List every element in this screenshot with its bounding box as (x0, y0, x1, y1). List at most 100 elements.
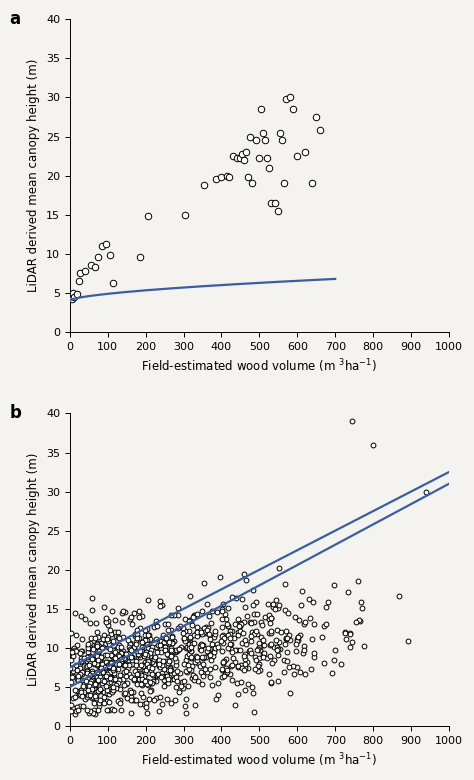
Point (155, 658, 163, 671)
Point (252, 654, 259, 666)
Point (212, 173, 219, 186)
Point (117, 653, 124, 665)
Point (77, 688, 84, 700)
Point (172, 670, 180, 682)
Point (191, 699, 199, 711)
Point (167, 650, 175, 662)
Point (274, 204, 282, 217)
Point (70, 650, 77, 662)
Point (172, 681, 180, 693)
Point (177, 641, 184, 654)
Point (146, 655, 153, 668)
Point (84, 642, 92, 654)
Point (108, 703, 115, 715)
Point (218, 664, 226, 676)
Point (197, 644, 205, 657)
Point (88, 674, 96, 686)
Point (125, 640, 132, 653)
Point (238, 592, 246, 604)
Point (126, 684, 134, 697)
Point (150, 621, 158, 633)
Point (219, 621, 226, 633)
Point (341, 627, 348, 640)
Point (100, 601, 108, 613)
Point (281, 637, 289, 650)
Point (260, 639, 267, 651)
Point (105, 657, 113, 669)
Point (105, 638, 112, 651)
Point (142, 675, 149, 687)
Point (213, 605, 221, 618)
Point (73, 664, 81, 676)
Point (79, 684, 86, 697)
Point (297, 665, 304, 678)
Point (266, 650, 274, 662)
Point (71, 290, 78, 303)
Point (285, 661, 293, 673)
Point (154, 620, 161, 633)
Point (146, 647, 154, 659)
Point (293, 150, 301, 162)
Point (176, 620, 183, 633)
Point (162, 636, 170, 649)
Point (254, 644, 261, 657)
Point (83, 677, 91, 690)
Point (219, 629, 227, 642)
Point (127, 643, 134, 655)
Point (356, 615, 364, 627)
Point (341, 626, 349, 638)
Point (75, 689, 82, 701)
Point (92, 677, 100, 690)
Point (220, 670, 228, 682)
Point (109, 672, 117, 685)
Point (404, 635, 411, 647)
Point (154, 639, 162, 651)
Point (251, 706, 258, 718)
Point (171, 608, 178, 621)
Point (220, 655, 228, 668)
Point (247, 616, 255, 629)
Point (249, 583, 257, 596)
Point (109, 604, 116, 617)
Point (172, 644, 179, 657)
Point (109, 662, 117, 675)
Point (136, 672, 143, 685)
Point (102, 238, 109, 250)
Point (273, 640, 281, 653)
Point (278, 134, 286, 147)
Point (85, 658, 93, 671)
Point (78, 690, 86, 702)
Point (346, 626, 354, 639)
Point (133, 623, 141, 636)
Point (172, 654, 179, 667)
Point (198, 628, 206, 640)
Point (280, 666, 287, 679)
Point (117, 682, 124, 695)
Point (109, 673, 116, 686)
Point (276, 562, 283, 574)
Point (124, 633, 131, 646)
Point (301, 644, 308, 656)
Point (120, 666, 128, 679)
Point (356, 614, 363, 626)
Point (165, 655, 173, 668)
Point (203, 645, 210, 658)
Point (90, 704, 98, 717)
Point (70, 702, 77, 714)
Point (78, 645, 85, 658)
Point (100, 675, 108, 688)
Point (229, 652, 237, 665)
Point (226, 628, 234, 640)
Point (92, 648, 100, 661)
Point (208, 617, 215, 629)
Point (296, 629, 304, 641)
Point (266, 617, 274, 629)
Point (96, 683, 104, 696)
Point (253, 608, 261, 621)
Point (84, 646, 92, 658)
Point (142, 656, 149, 668)
Point (67, 626, 75, 639)
Point (283, 632, 291, 644)
Point (227, 667, 234, 679)
Point (80, 686, 88, 699)
